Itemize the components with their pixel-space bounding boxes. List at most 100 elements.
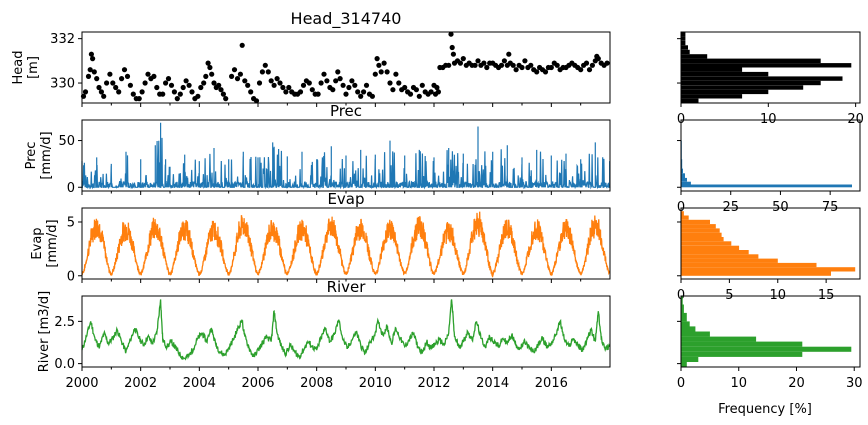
head-point	[318, 80, 324, 86]
head-point	[234, 76, 241, 82]
head-point	[186, 82, 192, 88]
head-point	[337, 76, 343, 82]
head-point	[309, 87, 315, 93]
hist-bar	[681, 241, 732, 246]
hist-bar	[681, 228, 720, 233]
y-tick-label: 0	[67, 181, 75, 196]
hist-bar	[681, 76, 843, 81]
head-point	[484, 64, 490, 71]
head-point	[554, 62, 560, 68]
head-point	[283, 89, 289, 95]
head-point	[130, 91, 136, 97]
y-axis-label: Evap[mm/d]	[30, 219, 60, 267]
hist-bar	[681, 36, 686, 41]
head-point	[154, 84, 160, 91]
head-point	[85, 73, 92, 79]
head-point	[330, 87, 336, 93]
y-axis-label-line: [mm/d]	[39, 131, 54, 179]
head-point	[460, 56, 466, 62]
x-tick-label: 2004	[183, 376, 216, 391]
head-point	[355, 89, 361, 95]
head-point	[87, 67, 93, 73]
y-axis-label-line: Evap	[30, 227, 45, 259]
head-point	[387, 80, 393, 86]
hist-frame	[680, 119, 861, 192]
head-point	[183, 78, 189, 84]
hist-bar	[681, 361, 687, 367]
head-point	[384, 69, 390, 75]
y-tick-label: 5	[67, 215, 75, 230]
head-point	[449, 44, 455, 51]
hist-bar	[681, 40, 686, 46]
y-tick-label: 2.5	[54, 315, 75, 330]
head-point	[381, 60, 387, 66]
prec-series	[81, 122, 611, 190]
hist-bar	[681, 89, 769, 95]
river-series	[81, 299, 611, 361]
hist-bar	[681, 71, 769, 77]
head-point	[358, 93, 364, 99]
head-point	[220, 91, 226, 97]
head-point	[396, 80, 402, 86]
x-tick-label: 2016	[535, 376, 568, 391]
head-point	[268, 78, 274, 84]
head-point	[419, 82, 425, 88]
head-point	[542, 69, 549, 75]
hist-bar	[681, 258, 778, 263]
hist-bar	[681, 296, 683, 305]
head-point	[88, 51, 94, 57]
head-point	[259, 69, 265, 75]
head-point	[91, 69, 97, 75]
head-point	[402, 84, 408, 91]
head-point	[457, 60, 463, 66]
head-point	[136, 96, 142, 102]
x-tick-label: 2014	[476, 376, 509, 391]
head-point	[90, 56, 96, 62]
head-point	[501, 58, 507, 64]
hist-evap: 0 5 10 15	[677, 207, 861, 303]
hist-bar	[681, 232, 722, 237]
head-point	[522, 58, 528, 64]
hist-bar	[681, 331, 710, 337]
y-tick-label: 330	[50, 77, 75, 92]
head-point	[101, 93, 107, 99]
hist-bar	[681, 346, 852, 352]
hist-x-tick-label: 0	[677, 376, 685, 391]
hist-bar	[681, 184, 852, 188]
hist-bar	[681, 215, 689, 220]
hist-bar	[681, 54, 708, 59]
head-point	[142, 80, 148, 86]
head-point	[198, 84, 204, 91]
hist-bar	[681, 336, 757, 342]
head-point	[324, 78, 330, 84]
head-point	[113, 84, 119, 91]
head-point	[271, 82, 277, 88]
x-tick-label: 2000	[65, 376, 98, 391]
hist-bar	[681, 254, 759, 259]
hist-bar	[681, 173, 685, 178]
head-point	[528, 62, 534, 68]
y-axis-label-line: River [m3/d]	[37, 291, 52, 373]
head-point	[361, 89, 367, 95]
head-point	[195, 93, 201, 99]
head-point	[82, 89, 89, 95]
hist-bar	[681, 85, 804, 90]
head-point	[349, 78, 355, 84]
head-point	[407, 91, 414, 97]
hist-bar	[681, 159, 683, 169]
hist-bar	[681, 63, 852, 68]
hist-bar	[681, 224, 716, 229]
head-point	[578, 67, 584, 73]
head-point	[475, 58, 481, 64]
head-point	[416, 93, 422, 99]
head-point	[481, 60, 487, 66]
head-point	[127, 82, 133, 88]
hist-bar	[681, 321, 690, 327]
head-point	[274, 76, 280, 82]
head-point	[315, 91, 321, 97]
hist-bar	[681, 245, 740, 250]
head-point	[448, 31, 454, 37]
